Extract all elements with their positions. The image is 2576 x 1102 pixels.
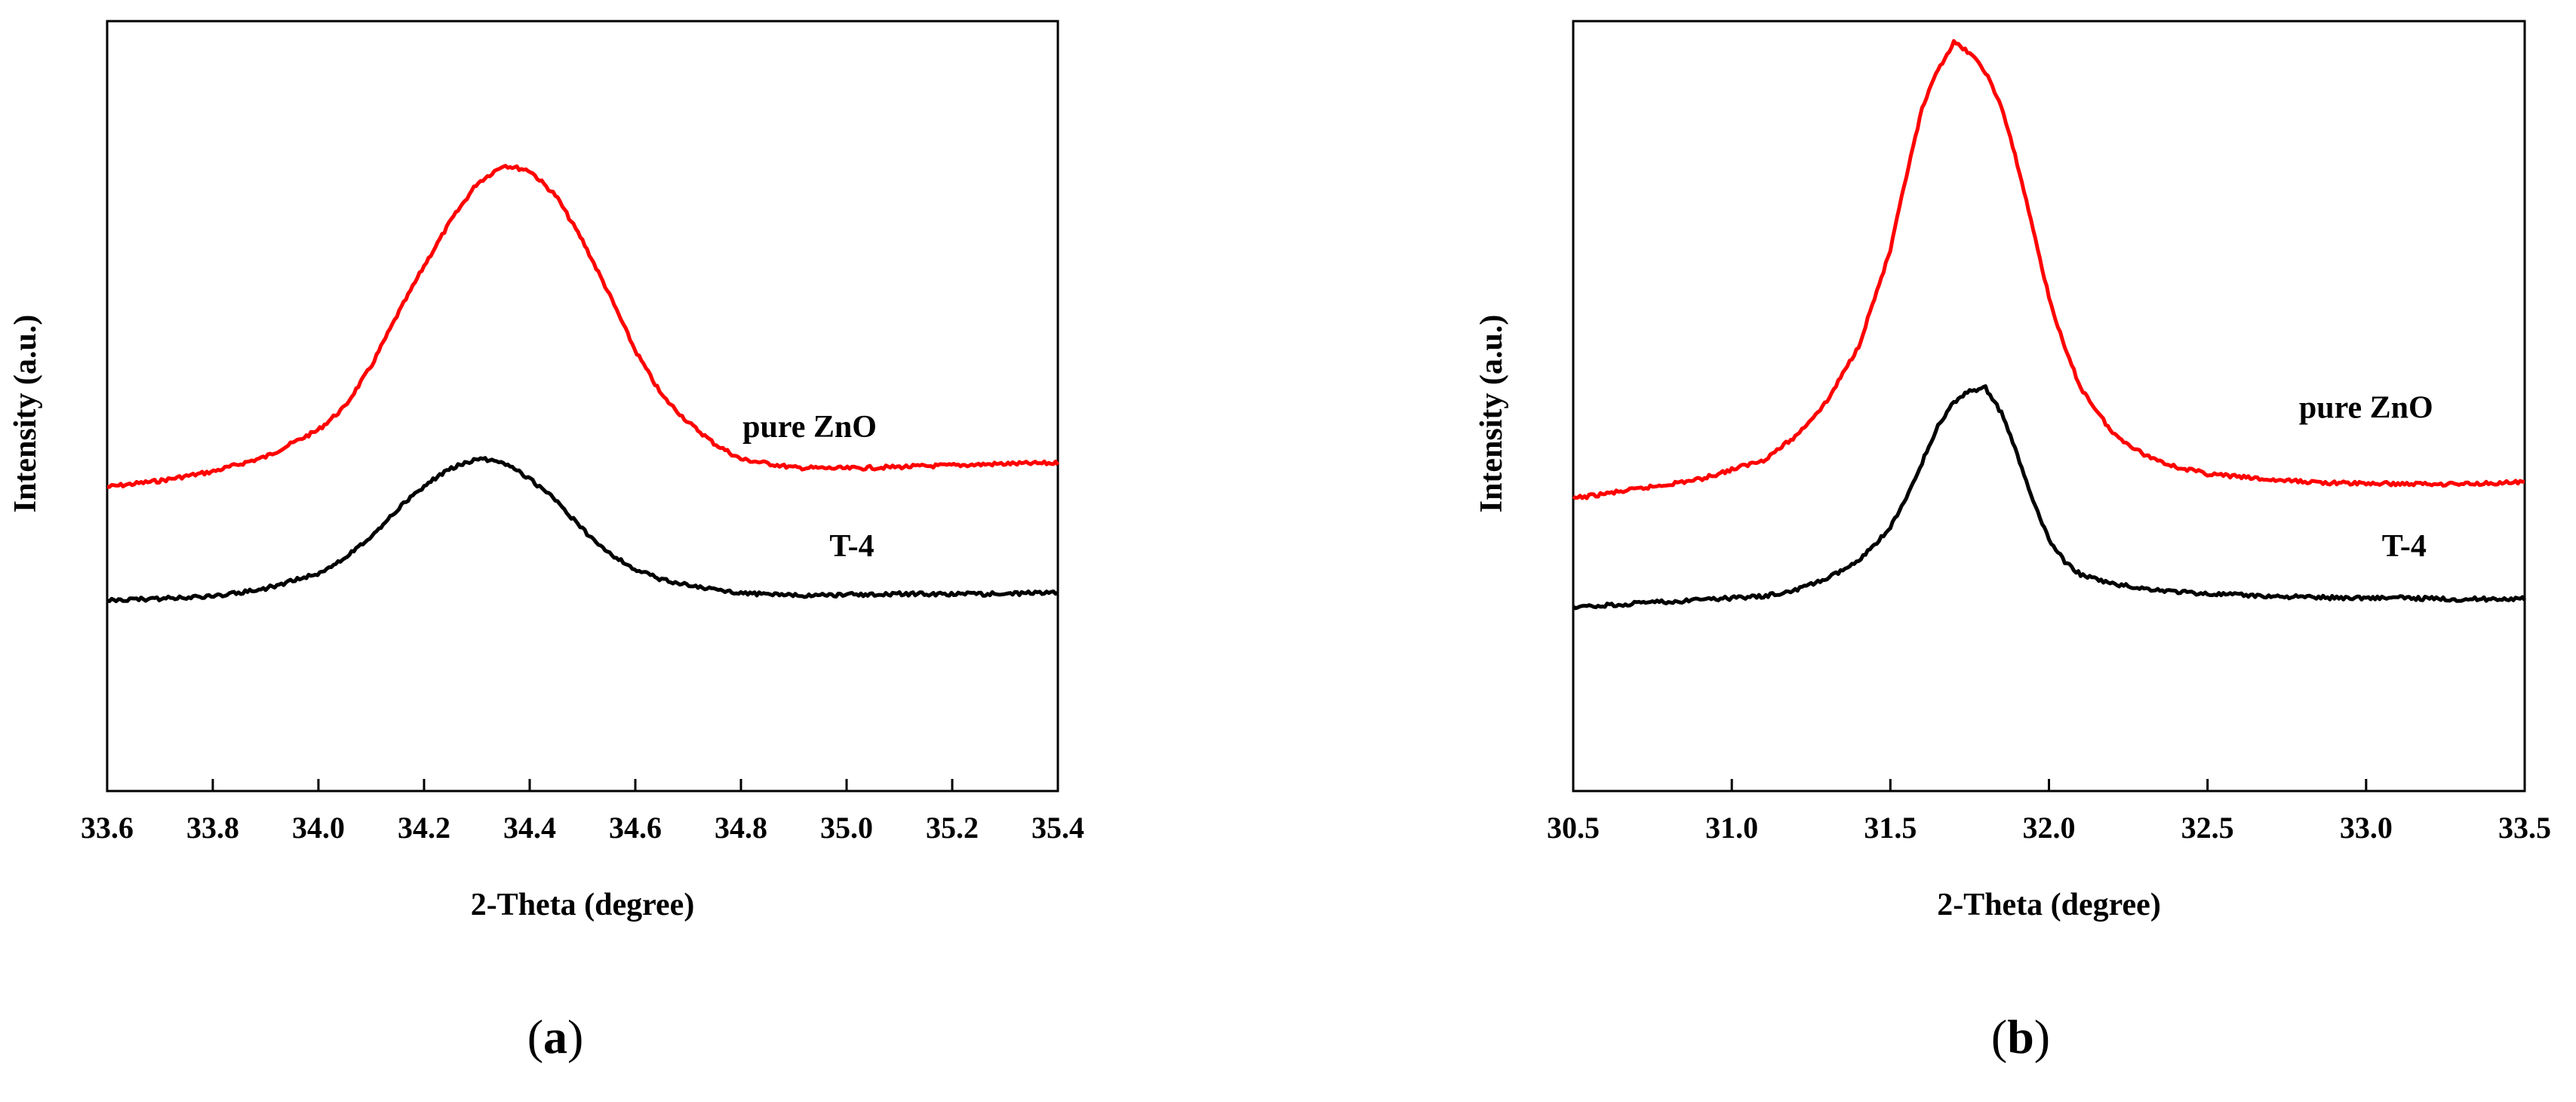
panel-b-caption-open: ( <box>1991 1010 2007 1064</box>
panel-b-x-tick-label: 32.5 <box>2181 811 2234 845</box>
panel-b-x-tick-label: 32.0 <box>2023 811 2076 845</box>
panel-a-x-tick-label: 34.6 <box>609 811 662 845</box>
panel-a-plot-frame <box>106 20 1059 793</box>
panel-a-x-tick-label: 35.4 <box>1031 811 1084 845</box>
panel-a-caption-letter: a <box>543 1010 567 1064</box>
panel-a-series-pure-zno-line <box>107 164 1060 489</box>
panel-a-caption: (a) <box>527 1010 584 1064</box>
panel-a-chart: 33.6 33.8 34.0 34.2 34.4 34.6 34.8 35.0 35.2 35.4… <box>8 20 1084 922</box>
panel-a-caption-open: ( <box>527 1010 543 1064</box>
panel-a-x-tick-label: 35.2 <box>926 811 979 845</box>
panel-a-x-tick-label: 34.8 <box>715 811 767 845</box>
panel-b-x-tick-label: 33.0 <box>2340 811 2393 845</box>
panel-b-x-tick-label: 31.5 <box>1864 811 1917 845</box>
panel-b-x-axis-label: 2-Theta (degree) <box>1937 888 2161 922</box>
panel-a-series-t-4-label: T-4 <box>829 529 874 564</box>
panel-a-x-tick-label: 34.4 <box>503 811 556 845</box>
panel-b-caption: (b) <box>1991 1010 2050 1064</box>
panel-b-series-t-4-line <box>1572 384 2526 611</box>
panel-b-caption-letter: b <box>2007 1010 2034 1064</box>
panel-a-series-pure-zno-label: pure ZnO <box>742 410 877 445</box>
panel-a-x-axis-label: 2-Theta (degree) <box>471 888 695 922</box>
panel-b-x-tick-label: 33.5 <box>2498 811 2551 845</box>
panel-a-x-tick-label: 33.6 <box>81 811 134 845</box>
panel-b-series-pure-zno-line <box>1572 38 2525 500</box>
panel-a-series-t-4-line <box>106 456 1059 604</box>
panel-b-series-pure-zno-label: pure ZnO <box>2299 390 2433 425</box>
panel-a-x-tick-label: 35.0 <box>820 811 873 845</box>
panel-a-y-axis-label: Intensity (a.u.) <box>8 315 43 513</box>
panel-b-x-tick-label: 31.0 <box>1705 811 1758 845</box>
panel-b-y-axis-label: Intensity (a.u.) <box>1474 315 1509 513</box>
panel-b-series-t-4-label: T-4 <box>2382 529 2427 564</box>
panel-a-caption-close: ) <box>567 1010 583 1064</box>
panel-a-x-tick-label: 33.8 <box>186 811 239 845</box>
panel-b-caption-close: ) <box>2034 1010 2050 1064</box>
panel-a-x-tick-label: 34.0 <box>292 811 345 845</box>
panel-b-x-tick-label: 30.5 <box>1547 811 1600 845</box>
panel-a-x-tick-label: 34.2 <box>398 811 450 845</box>
panel-b-chart: 30.5 31.0 31.5 32.0 32.5 33.0 33.5 2-Theta (deg… <box>1474 20 2551 922</box>
